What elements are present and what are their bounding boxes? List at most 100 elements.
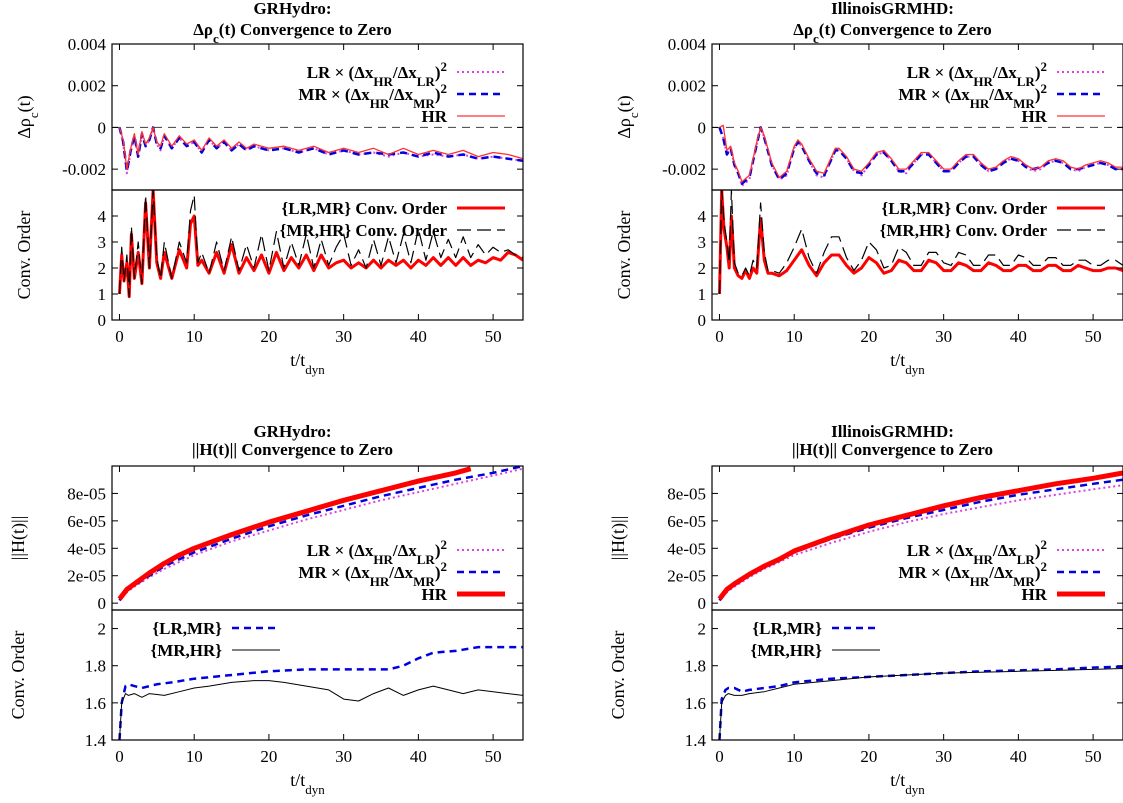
x-tick-label: 50 — [485, 747, 502, 766]
x-tick-label: 30 — [935, 747, 952, 766]
x-axis-label: t/tdyn — [890, 770, 925, 797]
y-tick-label: 2e-05 — [667, 567, 706, 586]
top-y-axis-label: Δρc(t) — [14, 95, 41, 138]
legend-label-bottom-0: {LR,MR} — [752, 619, 822, 638]
bottom-y-axis-label: Conv. Order — [14, 211, 34, 300]
y-tick-label: 4 — [98, 207, 107, 226]
series-line-2 — [719, 124, 1123, 183]
x-tick-label: 20 — [860, 747, 877, 766]
bottom-series-group — [718, 665, 1123, 740]
legend-label-bottom-1: {MR,HR} — [151, 641, 223, 660]
y-tick-label: 2 — [698, 259, 707, 278]
bottom-axes-frame — [111, 189, 524, 321]
y-tick-label: 8e-05 — [667, 484, 706, 503]
legend-label-2: HR — [422, 107, 448, 126]
chart-title-line2: ||H(t)|| Convergence to Zero — [192, 440, 393, 459]
y-tick-label: 3 — [98, 233, 107, 252]
x-tick-label: 50 — [485, 327, 502, 346]
chart-panel-2: GRHydro:||H(t)|| Convergence to Zero 8e-0… — [8, 422, 524, 797]
top-y-axis-label: Δρc(t) — [614, 95, 641, 138]
bottom-y-axis-label: Conv. Order — [614, 211, 634, 300]
x-tick-label: 20 — [260, 747, 277, 766]
x-tick-label: 50 — [1085, 747, 1102, 766]
legend-label-2: HR — [422, 585, 448, 604]
legend-label-0: LR × (ΔxHR/ΔxLR)2 — [907, 537, 1047, 567]
x-tick-label: 0 — [115, 747, 124, 766]
y-tick-label: 3 — [698, 233, 707, 252]
x-tick-label: 20 — [860, 327, 877, 346]
y-tick-label: 1.8 — [85, 657, 106, 676]
x-tick-label: 30 — [335, 747, 352, 766]
series-line-0 — [718, 665, 1123, 740]
bottom-axes-frame — [111, 609, 524, 741]
bottom-series-group — [718, 190, 1123, 295]
bottom-series-group — [118, 645, 523, 740]
y-tick-label: 0 — [98, 118, 107, 137]
y-tick-label: 2 — [698, 620, 707, 639]
y-tick-label: 0 — [698, 311, 707, 330]
legend-label-1: MR × (ΔxHR/ΔxMR)2 — [298, 559, 447, 589]
series-line-1 — [718, 190, 1123, 295]
x-tick-label: 10 — [786, 327, 803, 346]
top-axes-frame — [111, 465, 524, 611]
y-tick-label: 0 — [698, 594, 707, 613]
y-tick-label: 8e-05 — [67, 484, 106, 503]
series-line-2 — [717, 470, 1123, 601]
y-tick-label: 0 — [698, 118, 707, 137]
x-tick-label: 10 — [786, 747, 803, 766]
series-line-2 — [117, 466, 472, 601]
y-tick-label: 0 — [98, 594, 107, 613]
y-tick-label: 2 — [98, 620, 107, 639]
bottom-series-group — [118, 190, 523, 299]
legend-label-2: HR — [1022, 585, 1048, 604]
x-tick-label: 50 — [1085, 327, 1102, 346]
bottom-y-axis-label: Conv. Order — [608, 631, 628, 720]
series-line-1 — [119, 680, 523, 740]
x-axis-label: t/tdyn — [890, 350, 925, 377]
chart-title-line2: Δρc(t) Convergence to Zero — [193, 20, 391, 46]
legend-label-bottom-0: {LR,MR} — [152, 619, 222, 638]
legend-label-1: MR × (ΔxHR/ΔxMR)2 — [298, 81, 447, 111]
chart-title-line1: IllinoisGRMHD: — [831, 422, 954, 441]
y-tick-label: -0.002 — [62, 160, 106, 179]
y-tick-label: 1.4 — [85, 731, 107, 750]
y-tick-label: 0.002 — [668, 77, 706, 96]
bottom-axes-frame — [711, 609, 1123, 741]
x-axis-label: t/tdyn — [290, 350, 325, 377]
y-tick-label: 1.6 — [85, 694, 106, 713]
top-series-group — [117, 466, 523, 602]
legend-label-1: MR × (ΔxHR/ΔxMR)2 — [898, 559, 1047, 589]
x-tick-label: 0 — [715, 327, 724, 346]
series-line-1 — [118, 126, 523, 173]
y-tick-label: 1 — [698, 285, 707, 304]
y-tick-label: 1.8 — [685, 657, 706, 676]
x-axis-label: t/tdyn — [290, 770, 325, 797]
legend-label-0: LR × (ΔxHR/ΔxLR)2 — [307, 59, 447, 89]
series-line-0 — [118, 467, 523, 602]
chart-panel-1: IllinoisGRMHD: Δρc(t) Convergence to Zero… — [614, 0, 1123, 377]
y-tick-label: 0.004 — [68, 35, 107, 54]
series-line-2 — [118, 126, 523, 170]
y-tick-label: 0 — [98, 311, 107, 330]
y-tick-label: 4e-05 — [67, 539, 106, 558]
x-tick-label: 10 — [186, 327, 203, 346]
chart-title-line1: GRHydro: — [253, 422, 331, 441]
series-line-1 — [719, 668, 1123, 740]
legend-label-0: LR × (ΔxHR/ΔxLR)2 — [307, 537, 447, 567]
y-tick-label: 6e-05 — [67, 512, 106, 531]
y-tick-label: 4 — [698, 207, 707, 226]
legend-label-1: MR × (ΔxHR/ΔxMR)2 — [898, 81, 1047, 111]
chart-title-line1: IllinoisGRMHD: — [831, 0, 954, 18]
x-tick-label: 10 — [186, 747, 203, 766]
legend-label-bottom-1: {MR,HR} Conv. Order — [280, 221, 448, 240]
x-tick-label: 30 — [335, 327, 352, 346]
legend-label-bottom-1: {MR,HR} Conv. Order — [880, 221, 1048, 240]
y-tick-label: 0.004 — [668, 35, 707, 54]
legend-label-0: LR × (ΔxHR/ΔxLR)2 — [907, 59, 1047, 89]
x-tick-label: 40 — [410, 327, 427, 346]
top-y-axis-label: ||H(t)|| — [8, 516, 29, 560]
y-tick-label: 2 — [98, 259, 107, 278]
y-tick-label: -0.002 — [662, 160, 706, 179]
y-tick-label: 1 — [98, 285, 107, 304]
